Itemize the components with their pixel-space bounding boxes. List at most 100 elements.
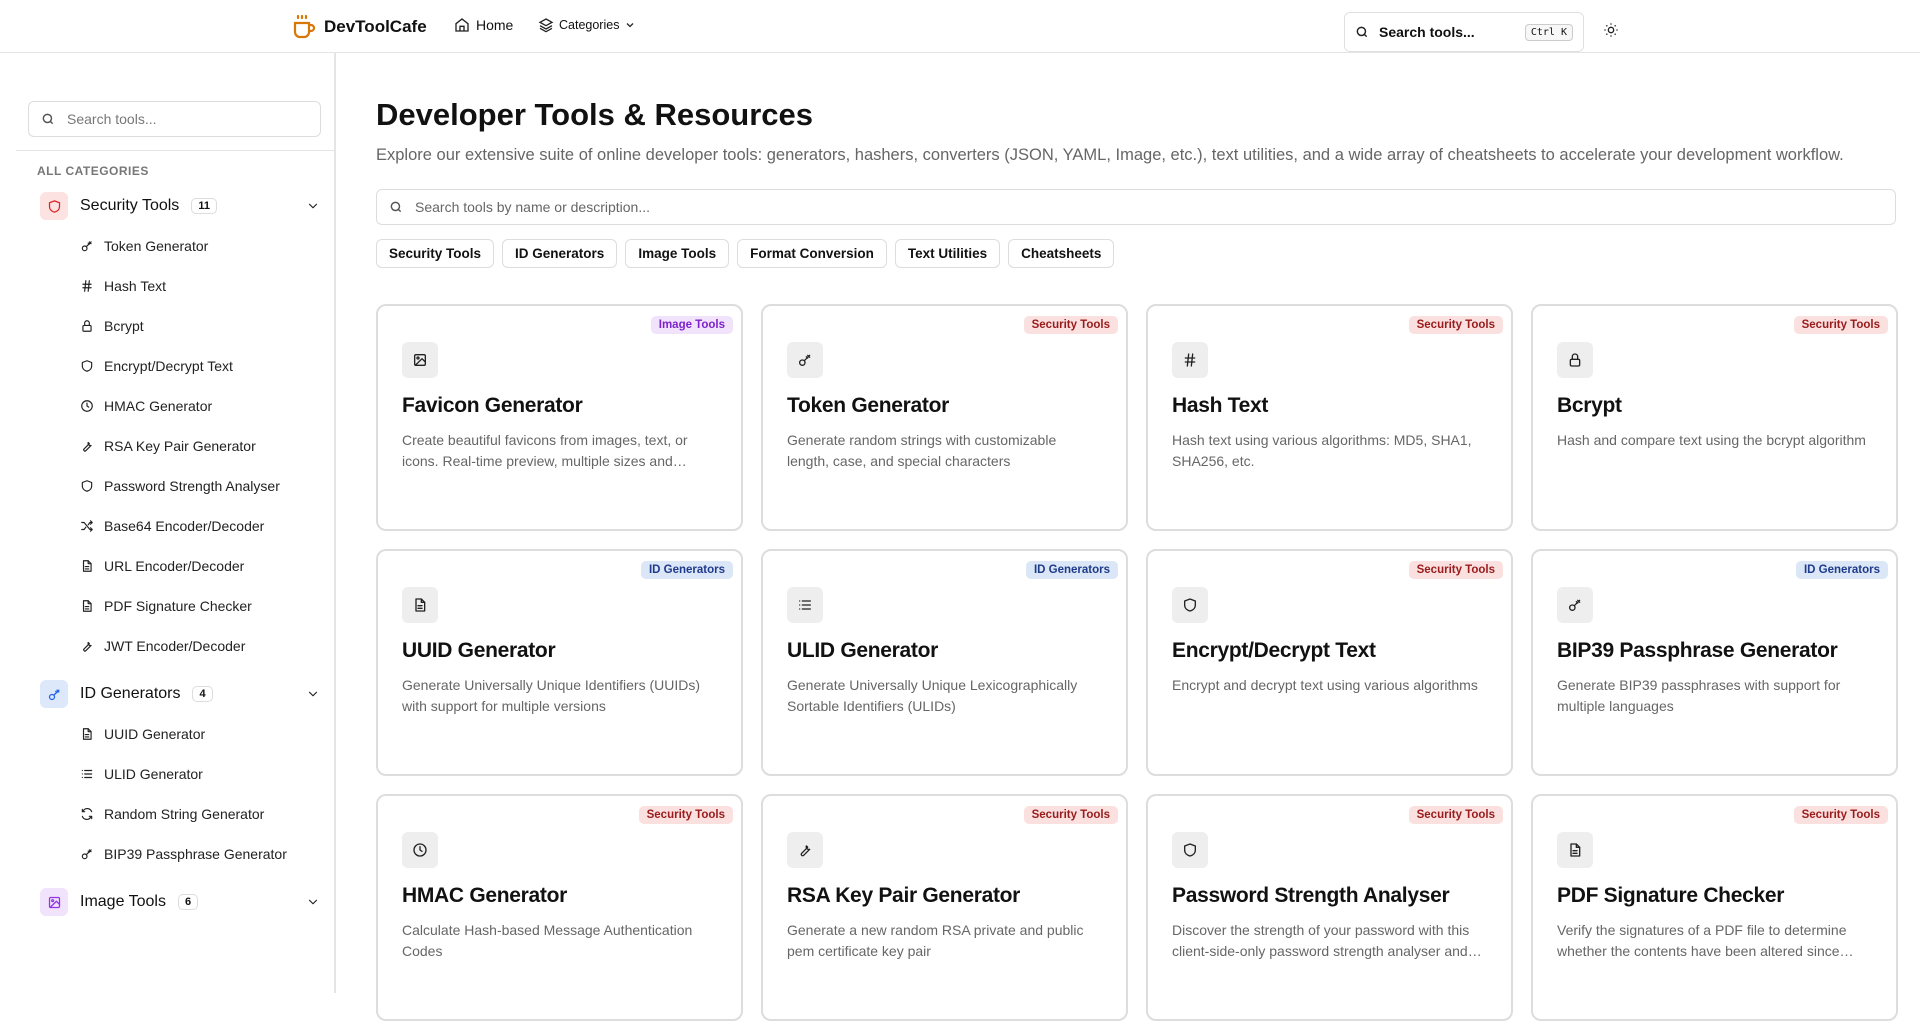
sidebar-tool-item[interactable]: ULID Generator (80, 754, 334, 794)
layers-icon (538, 18, 554, 33)
tool-title: UUID Generator (402, 639, 556, 662)
divider (16, 150, 336, 151)
page-subtitle: Explore our extensive suite of online de… (376, 146, 1844, 164)
sidebar-tool-item[interactable]: Encrypt/Decrypt Text (80, 346, 334, 386)
tools-search-input[interactable]: Search tools by name or description... (376, 189, 1896, 225)
file-icon (82, 728, 92, 740)
file-icon (82, 600, 92, 612)
filter-chip[interactable]: Format Conversion (737, 239, 887, 268)
tool-icon-box (402, 587, 438, 623)
categories-dropdown[interactable]: Categories (538, 17, 636, 33)
tool-card[interactable]: ID Generators ULID Generator Generate Univ… (761, 549, 1128, 776)
sidebar-tool-label: Token Generator (104, 238, 209, 254)
file-icon (415, 598, 426, 612)
brand-name: DevToolCafe (324, 17, 427, 36)
filter-chip[interactable]: Cheatsheets (1008, 239, 1115, 268)
sidebar-tool-item[interactable]: BIP39 Passphrase Generator (80, 834, 334, 874)
tool-title: Favicon Generator (402, 394, 583, 417)
sidebar-tool-item[interactable]: Bcrypt (80, 306, 334, 346)
tool-title: PDF Signature Checker (1557, 884, 1785, 907)
tool-icon-box (1557, 832, 1593, 868)
tool-card[interactable]: Security Tools Token Generator Generate ra… (761, 304, 1128, 531)
category-badge: Security Tools (1408, 561, 1503, 579)
sidebar-search-input[interactable]: Search tools... (28, 101, 321, 137)
tool-description: Create beautiful favicons from images, t… (402, 432, 688, 469)
tool-title: Encrypt/Decrypt Text (1172, 639, 1376, 662)
sidebar-tool-label: PDF Signature Checker (104, 598, 252, 614)
tool-card[interactable]: Security Tools RSA Key Pair Generator Gene… (761, 794, 1128, 1021)
sidebar-tool-label: RSA Key Pair Generator (104, 438, 256, 454)
tool-card[interactable]: Security Tools Bcrypt Hash and compare tex… (1531, 304, 1898, 531)
tool-icon-box (1172, 832, 1208, 868)
sidebar-tool-item[interactable]: Password Strength Analyser (80, 466, 334, 506)
tool-description: Generate Universally Unique Identifiers … (402, 677, 700, 714)
sidebar-category[interactable]: Image Tools 6 (40, 888, 334, 916)
file-icon (1570, 843, 1581, 857)
theme-toggle-button[interactable] (1603, 22, 1619, 38)
brand-logo[interactable]: DevToolCafe (292, 14, 427, 40)
top-header: DevToolCafe Home Categories Search tools… (0, 0, 1920, 53)
tool-card[interactable]: ID Generators UUID Generator Generate Univ… (376, 549, 743, 776)
home-label: Home (476, 17, 514, 33)
category-badge: Security Tools (638, 806, 733, 824)
tools-grid: Image Tools Favicon Generator Create beaut… (376, 304, 1898, 1021)
category-badge: Security Tools (1408, 316, 1503, 334)
sidebar-category[interactable]: Security Tools 11 (40, 192, 334, 220)
filter-chip[interactable]: Security Tools (376, 239, 495, 268)
sidebar-tool-item[interactable]: PDF Signature Checker (80, 586, 334, 626)
header-search-label: Search tools... (1379, 24, 1475, 40)
tool-card[interactable]: Security Tools Password Strength Analyser… (1146, 794, 1513, 1021)
lock-icon (82, 320, 92, 332)
chevron-down-icon (308, 899, 318, 905)
coffee-cup-icon (293, 14, 316, 39)
tool-card[interactable]: Security Tools Encrypt/Decrypt Text Encryp… (1146, 549, 1513, 776)
tool-description: Calculate Hash-based Message Authenticat… (402, 922, 693, 959)
tool-card[interactable]: Image Tools Favicon Generator Create beaut… (376, 304, 743, 531)
search-icon (390, 201, 402, 213)
tool-icon-box (787, 342, 823, 378)
tools-search-placeholder: Search tools by name or description... (415, 199, 651, 215)
sidebar-tool-item[interactable]: Hash Text (80, 266, 334, 306)
tool-card[interactable]: Security Tools Hash Text Hash text using v… (1146, 304, 1513, 531)
tool-card[interactable]: Security Tools PDF Signature Checker Verif… (1531, 794, 1898, 1021)
chevron-down-icon (308, 691, 318, 697)
filter-chip[interactable]: ID Generators (502, 239, 618, 268)
refresh-icon (81, 808, 93, 820)
tool-title: BIP39 Passphrase Generator (1557, 639, 1838, 662)
category-icon-box (40, 888, 68, 916)
clock-icon (81, 400, 93, 412)
sidebar-tool-label: Encrypt/Decrypt Text (104, 358, 233, 374)
sidebar-tool-item[interactable]: Token Generator (80, 226, 334, 266)
tool-icon-box (402, 342, 438, 378)
tool-icon-box (787, 587, 823, 623)
filter-chip[interactable]: Text Utilities (894, 239, 1001, 268)
sidebar-tool-item[interactable]: URL Encoder/Decoder (80, 546, 334, 586)
search-icon (42, 113, 54, 125)
sidebar-search-placeholder: Search tools... (67, 111, 157, 127)
sidebar-tool-label: URL Encoder/Decoder (104, 558, 245, 574)
category-filters: Security Tools ID Generators Image Tools Fo… (376, 239, 1896, 268)
sidebar-tool-item[interactable]: Base64 Encoder/Decoder (80, 506, 334, 546)
sidebar-tool-item[interactable]: UUID Generator (80, 714, 334, 754)
tool-card[interactable]: Security Tools HMAC Generator Calculate Ha… (376, 794, 743, 1021)
filter-chip[interactable]: Image Tools (625, 239, 730, 268)
sidebar-tool-item[interactable]: HMAC Generator (80, 386, 334, 426)
sidebar-tool-item[interactable]: RSA Key Pair Generator (80, 426, 334, 466)
sidebar-tool-item[interactable]: JWT Encoder/Decoder (80, 626, 334, 666)
tool-description: Verify the signatures of a PDF file to d… (1557, 922, 1847, 959)
category-badge: Security Tools (1023, 316, 1118, 334)
page-title: Developer Tools & Resources (376, 97, 814, 132)
tool-card[interactable]: ID Generators BIP39 Passphrase Generator G… (1531, 549, 1898, 776)
category-badge: ID Generators (1795, 561, 1888, 579)
tool-title: Password Strength Analyser (1172, 884, 1450, 907)
tool-title: RSA Key Pair Generator (787, 884, 1021, 907)
shortcut-hint: Ctrl K (1524, 23, 1573, 41)
category-badge: Security Tools (1408, 806, 1503, 824)
list-icon (81, 769, 93, 779)
header-search-button[interactable]: Search tools... Ctrl K (1344, 12, 1584, 52)
category-count: 4 (192, 686, 213, 702)
chevron-down-icon (627, 23, 634, 28)
sidebar-tool-item[interactable]: Random String Generator (80, 794, 334, 834)
nav-home-link[interactable]: Home (454, 17, 513, 33)
sidebar-category[interactable]: ID Generators 4 (40, 680, 334, 708)
